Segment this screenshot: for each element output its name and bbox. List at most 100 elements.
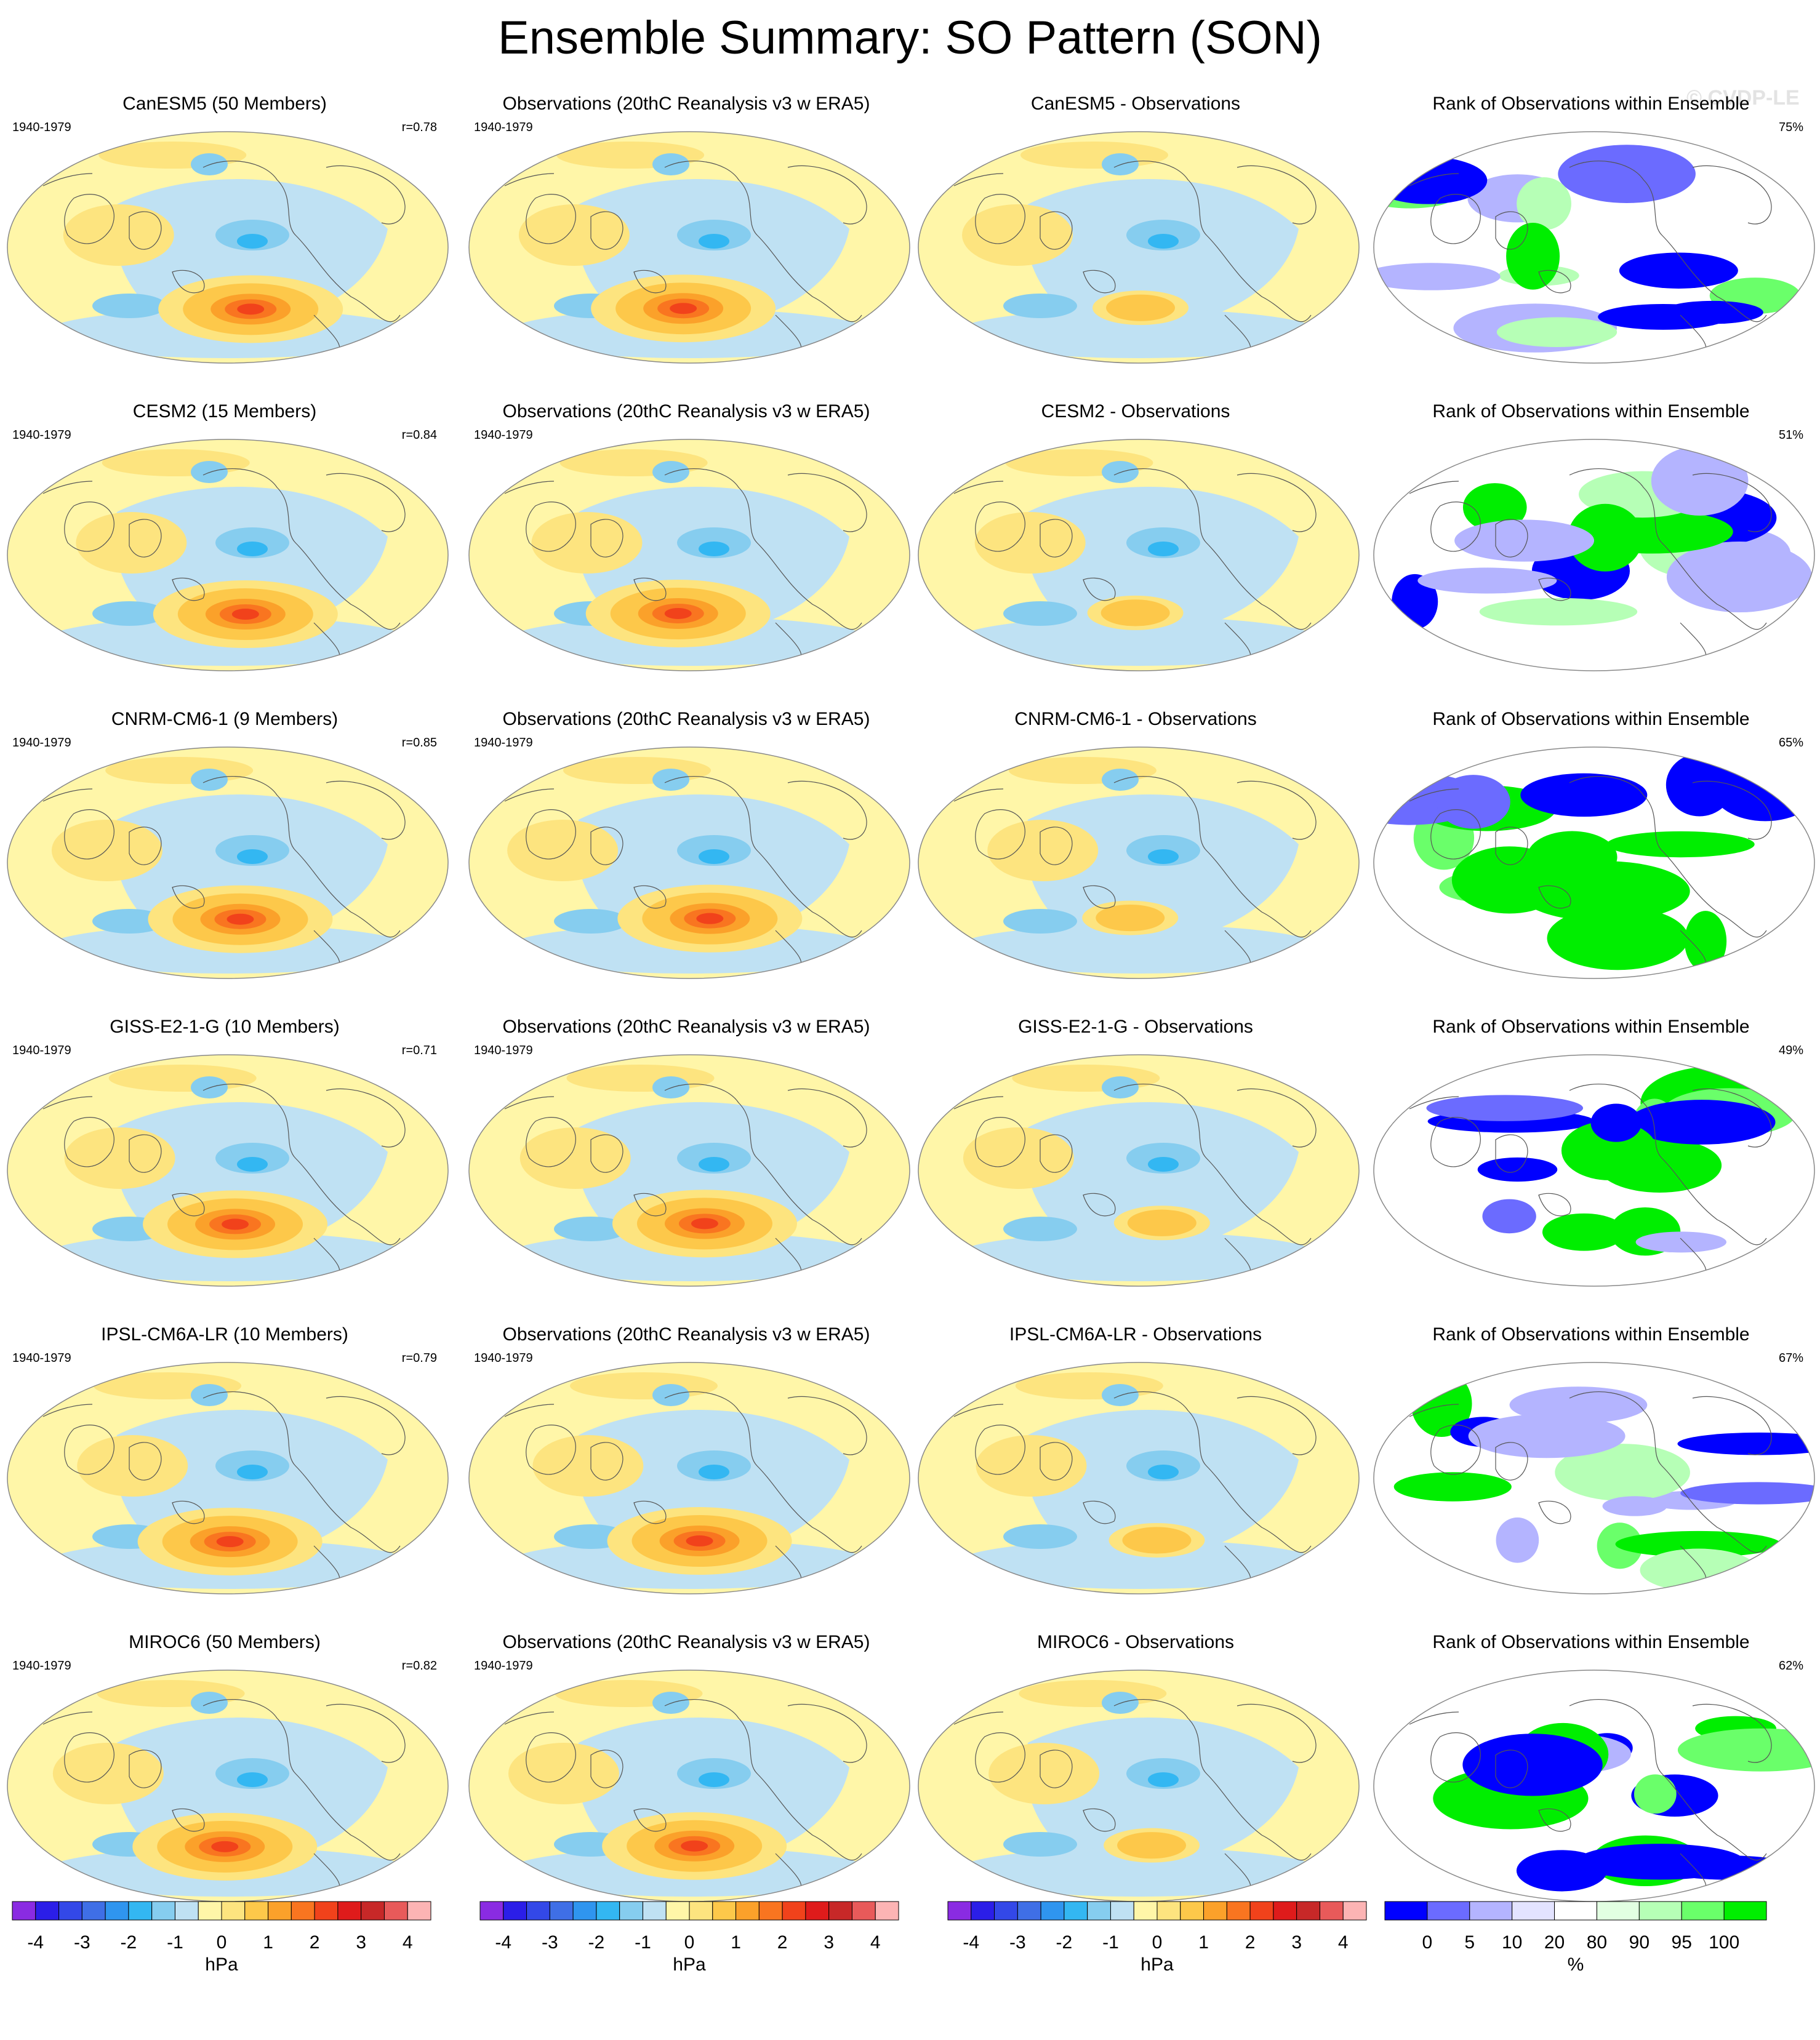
map-diff (918, 1362, 1360, 1594)
map-diff (918, 131, 1360, 364)
panel-rank-percent: 75% (1778, 121, 1803, 134)
page-title: Ensemble Summary: SO Pattern (SON) (498, 12, 1322, 64)
panel-correlation: r=0.85 (401, 736, 437, 750)
panel-rank-percent: 49% (1778, 1044, 1803, 1057)
map-obs (468, 1670, 910, 1902)
panel-title: Observations (20thC Reanalysis v3 w ERA5… (502, 94, 870, 114)
panel-obs-cnrm-cm6-1: Observations (20thC Reanalysis v3 w ERA5… (462, 695, 911, 1003)
map-rank (1373, 1362, 1815, 1594)
colorbar-rank: 0 5 10 20 80 90 95 100% (1379, 1895, 1820, 2006)
panel-title: CESM2 (15 Members) (132, 401, 317, 422)
colorbar-tick: 3 (356, 1932, 366, 1953)
panel-rank-ipsl-cm6a-lr: Rank of Observations within Ensemble 67% (1366, 1311, 1816, 1618)
panel-obs-miroc6: Observations (20thC Reanalysis v3 w ERA5… (462, 1618, 911, 1926)
colorbar-tick: -2 (1056, 1932, 1073, 1953)
panel-title: Observations (20thC Reanalysis v3 w ERA5… (502, 1324, 870, 1345)
map-obs (468, 439, 910, 671)
map-rank (1373, 131, 1815, 364)
colorbar-tick: 90 (1629, 1932, 1650, 1953)
panel-title: CNRM-CM6-1 - Observations (1014, 709, 1257, 729)
panel-rank-cesm2: Rank of Observations within Ensemble 51% (1366, 388, 1816, 695)
colorbar-tick: 1 (263, 1932, 273, 1953)
panel-title: CanESM5 - Observations (1030, 94, 1241, 114)
panel-obs-cesm2: Observations (20thC Reanalysis v3 w ERA5… (462, 388, 911, 695)
colorbar-tick: -4 (963, 1932, 980, 1953)
panel-diff-miroc6: MIROC6 - Observations (911, 1618, 1360, 1926)
colorbar-tick: -4 (27, 1932, 44, 1953)
colorbar-tick: 4 (1337, 1932, 1349, 1953)
colorbar-unit: % (1567, 1954, 1584, 1975)
panel-years: 1940-1979 (474, 428, 533, 442)
colorbar-swatches (479, 1901, 899, 1921)
panel-years: 1940-1979 (12, 1044, 71, 1057)
colorbar-tick: -4 (495, 1932, 512, 1953)
colorbar-swatches (947, 1901, 1367, 1921)
panel-diff-canesm5: CanESM5 - Observations (911, 80, 1360, 388)
panel-diff-giss-e2-1-g: GISS-E2-1-G - Observations (911, 1003, 1360, 1311)
panel-title: Observations (20thC Reanalysis v3 w ERA5… (502, 1017, 870, 1037)
map-diff (918, 1054, 1360, 1287)
panel-rank-percent: 65% (1778, 736, 1803, 750)
colorbar-tick: 1 (731, 1932, 741, 1953)
map-obs (468, 1362, 910, 1594)
map-model (7, 131, 449, 364)
map-diff (918, 439, 1360, 671)
colorbar-unit: hPa (673, 1954, 706, 1975)
panel-title: MIROC6 - Observations (1036, 1632, 1235, 1652)
panel-rank-cnrm-cm6-1: Rank of Observations within Ensemble 65% (1366, 695, 1816, 1003)
panel-title: Rank of Observations within Ensemble (1432, 1632, 1750, 1652)
map-rank (1373, 1670, 1815, 1902)
colorbar-tick: -1 (1102, 1932, 1119, 1953)
colorbar-swatches (12, 1901, 431, 1921)
panel-obs-giss-e2-1-g: Observations (20thC Reanalysis v3 w ERA5… (462, 1003, 911, 1311)
panel-years: 1940-1979 (12, 736, 71, 750)
colorbar-tick: 2 (777, 1932, 788, 1953)
panel-diff-cesm2: CESM2 - Observations (911, 388, 1360, 695)
panel-correlation: r=0.79 (401, 1351, 437, 1365)
panel-title: IPSL-CM6A-LR (10 Members) (101, 1324, 348, 1345)
panel-obs-canesm5: Observations (20thC Reanalysis v3 w ERA5… (462, 80, 911, 388)
panel-diff-cnrm-cm6-1: CNRM-CM6-1 - Observations (911, 695, 1360, 1003)
colorbar-tick: -2 (120, 1932, 137, 1953)
colorbar-swatches (1384, 1901, 1767, 1921)
map-model (7, 746, 449, 979)
colorbar-tick: 3 (1291, 1932, 1302, 1953)
colorbar-tick: -3 (1009, 1932, 1026, 1953)
panel-model-ipsl-cm6a-lr: IPSL-CM6A-LR (10 Members) 1940-1979 r=0.79 (0, 1311, 449, 1618)
map-model (7, 1362, 449, 1594)
panel-title: Observations (20thC Reanalysis v3 w ERA5… (502, 709, 870, 729)
panel-title: IPSL-CM6A-LR - Observations (1009, 1324, 1262, 1345)
colorbar-tick: 100 (1709, 1932, 1740, 1953)
colorbar-tick: 4 (402, 1932, 413, 1953)
panel-rank-percent: 67% (1778, 1351, 1803, 1365)
map-rank (1373, 439, 1815, 671)
panel-title: CanESM5 (50 Members) (122, 94, 327, 114)
colorbar-unit: hPa (205, 1954, 238, 1975)
panel-years: 1940-1979 (474, 1044, 533, 1057)
colorbar-tick: 0 (684, 1932, 695, 1953)
colorbar-tick: 80 (1586, 1932, 1608, 1953)
panel-model-cesm2: CESM2 (15 Members) 1940-1979 r=0.84 (0, 388, 449, 695)
colorbar-tick: -3 (541, 1932, 558, 1953)
colorbar-tick: 2 (309, 1932, 320, 1953)
panel-title: Rank of Observations within Ensemble (1432, 94, 1750, 114)
map-model (7, 439, 449, 671)
panel-title: Rank of Observations within Ensemble (1432, 709, 1750, 729)
panel-title: Rank of Observations within Ensemble (1432, 1017, 1750, 1037)
panel-years: 1940-1979 (12, 428, 71, 442)
map-rank (1373, 1054, 1815, 1287)
panel-diff-ipsl-cm6a-lr: IPSL-CM6A-LR - Observations (911, 1311, 1360, 1618)
colorbar-diff: -4 -3 -2 -1 0 1 2 3 4 hPa (936, 1895, 1385, 2006)
colorbar-tick: -1 (167, 1932, 183, 1953)
panel-model-canesm5: CanESM5 (50 Members) 1940-1979 r=0.78 (0, 80, 449, 388)
panel-title: Observations (20thC Reanalysis v3 w ERA5… (502, 401, 870, 422)
panel-title: GISS-E2-1-G (10 Members) (110, 1017, 340, 1037)
map-diff (918, 746, 1360, 979)
colorbar-tick: 20 (1544, 1932, 1565, 1953)
panel-correlation: r=0.71 (401, 1044, 437, 1057)
panel-years: 1940-1979 (474, 1351, 533, 1365)
panel-years: 1940-1979 (474, 736, 533, 750)
panel-model-giss-e2-1-g: GISS-E2-1-G (10 Members) 1940-1979 r=0.71 (0, 1003, 449, 1311)
map-model (7, 1054, 449, 1287)
panel-years: 1940-1979 (474, 1659, 533, 1673)
